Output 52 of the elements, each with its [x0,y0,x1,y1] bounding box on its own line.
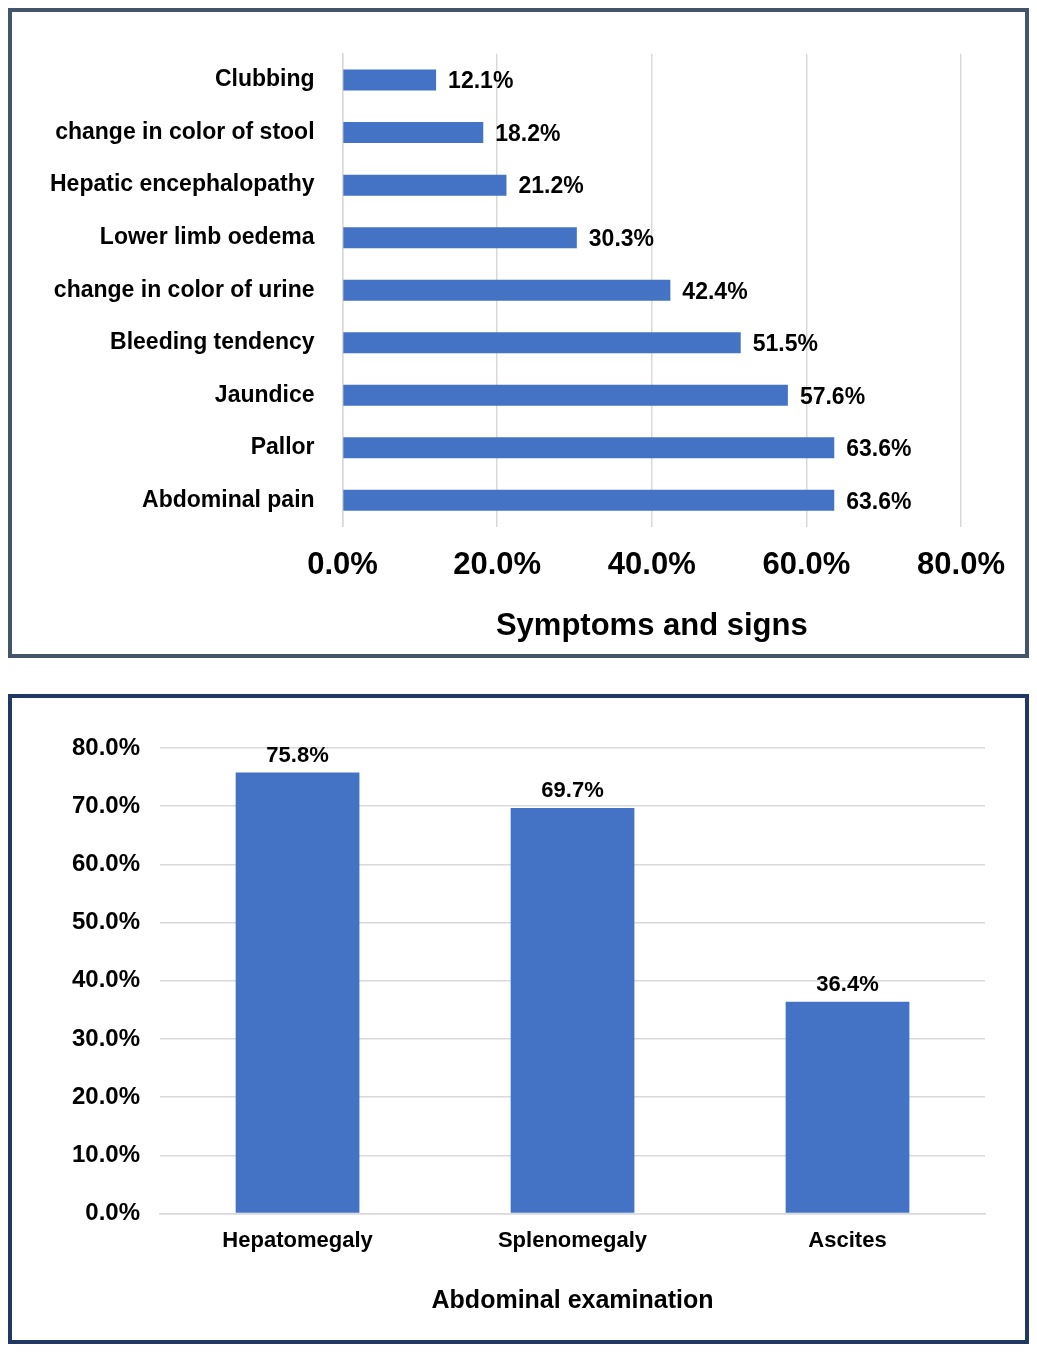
bar [343,437,835,459]
x-axis-title: Symptoms and signs [495,606,808,642]
bar [343,279,671,301]
y-tick-label: 10.0% [71,1140,141,1168]
bar [785,1001,910,1213]
data-label: 42.4% [682,277,748,304]
y-tick-label: change in color of urine [53,275,315,302]
y-tick-label: Bleeding tendency [110,328,315,355]
data-label: 75.8% [266,741,329,767]
bar [343,122,484,144]
bar [235,772,360,1213]
bar [343,332,741,354]
bar [343,174,507,196]
y-tick-label: 30.0% [71,1023,141,1051]
y-tick-label: 40.0% [71,965,141,993]
y-tick-label: Lower limb oedema [99,223,315,250]
y-tick-label: Hepatic encephalopathy [49,170,315,197]
bar [510,807,635,1213]
x-tick-label: 40.0% [607,545,696,581]
data-label: 36.4% [816,970,879,996]
data-label: 12.1% [448,67,514,94]
y-tick-label: change in color of stool [55,117,315,144]
data-label: 63.6% [846,435,912,462]
y-tick-label: 20.0% [71,1081,141,1109]
x-tick-label: Splenomegaly [497,1226,648,1252]
y-tick-label: 70.0% [71,790,141,818]
y-tick-label: Clubbing [214,65,315,92]
y-tick-label: Abdominal pain [142,485,315,512]
y-tick-label: 0.0% [85,1198,141,1226]
x-tick-label: 20.0% [453,545,542,581]
data-label: 69.7% [541,777,604,803]
data-label: 30.3% [588,225,655,252]
data-label: 51.5% [752,330,818,357]
x-tick-label: 60.0% [762,545,851,581]
x-axis-title: Abdominal examination [431,1284,714,1313]
y-tick-label: 80.0% [71,732,141,760]
bar [343,227,577,249]
x-tick-label: 80.0% [917,545,1005,581]
data-label: 57.6% [799,382,866,409]
data-label: 21.2% [518,172,584,199]
y-tick-label: 50.0% [71,907,141,935]
y-tick-label: Jaundice [214,380,315,407]
bar [343,384,788,406]
bar [343,489,835,511]
data-label: 63.6% [846,487,912,514]
data-label: 18.2% [495,119,561,146]
x-tick-label: Hepatomegaly [222,1226,374,1252]
bar [343,69,437,91]
y-tick-label: Pallor [250,433,315,460]
x-tick-label: 0.0% [307,545,378,581]
y-tick-label: 60.0% [71,849,141,877]
x-tick-label: Ascites [808,1226,887,1252]
